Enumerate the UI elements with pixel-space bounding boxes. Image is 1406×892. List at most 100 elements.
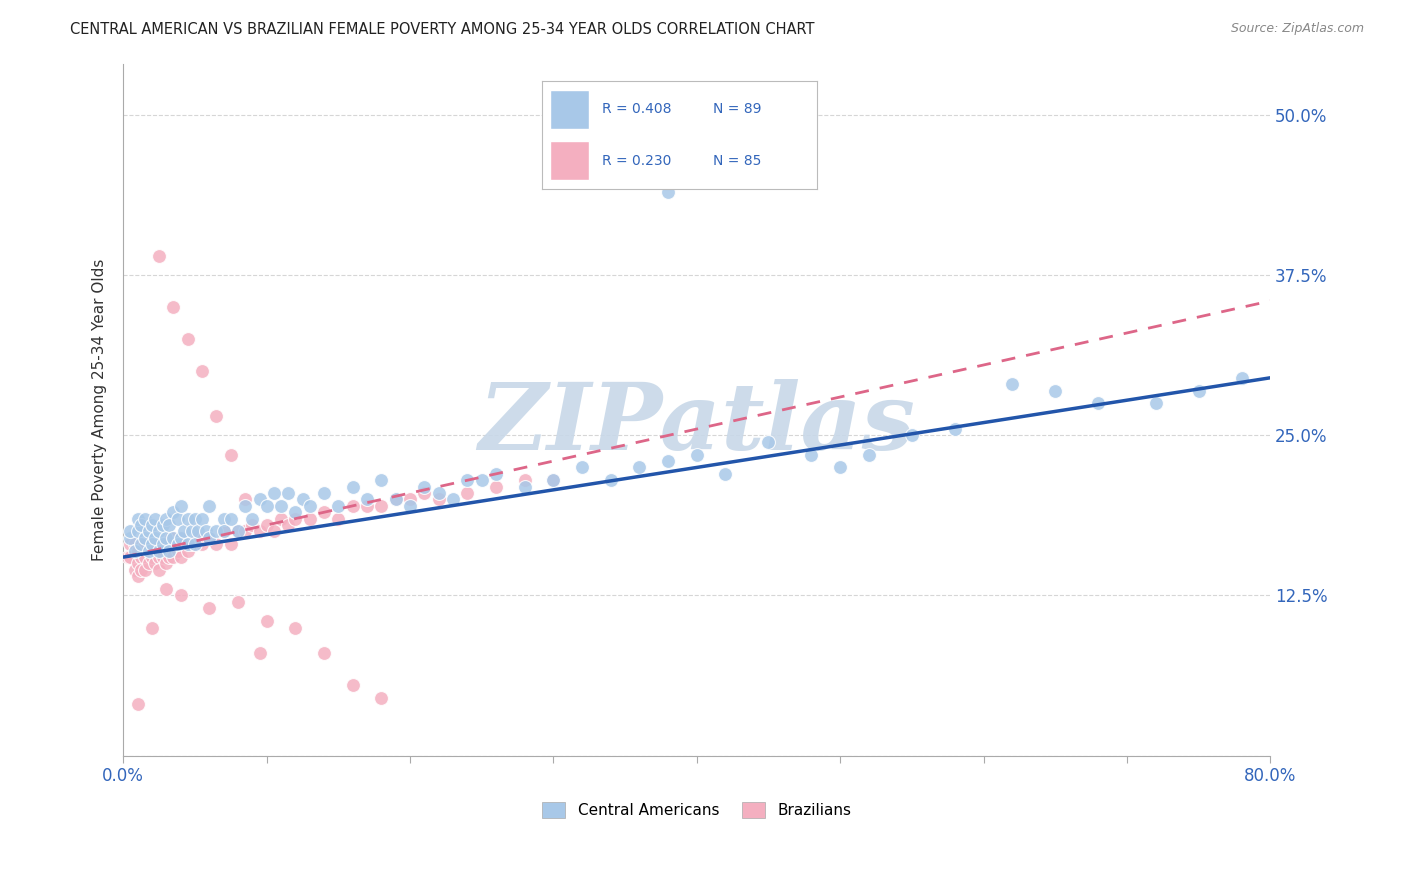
Point <box>127 569 149 583</box>
Point <box>181 524 204 539</box>
Point <box>291 492 314 507</box>
Point <box>370 473 392 487</box>
Point <box>169 531 191 545</box>
Point <box>148 550 170 565</box>
Text: ZIPatlas: ZIPatlas <box>478 378 915 468</box>
Point <box>456 473 478 487</box>
Point <box>187 531 209 545</box>
Point <box>219 511 242 525</box>
Point <box>226 524 249 539</box>
Point <box>141 537 163 551</box>
Point <box>152 537 174 551</box>
Point <box>384 492 406 507</box>
Point <box>270 499 292 513</box>
Point <box>233 492 256 507</box>
Point <box>356 499 378 513</box>
Point <box>298 499 321 513</box>
Point <box>198 531 221 545</box>
Point <box>256 518 278 533</box>
Point <box>117 550 139 565</box>
Point <box>270 511 292 525</box>
Point <box>148 563 170 577</box>
Point <box>157 531 180 545</box>
Point <box>120 524 142 539</box>
Point <box>240 518 263 533</box>
Text: Source: ZipAtlas.com: Source: ZipAtlas.com <box>1230 22 1364 36</box>
Point <box>256 499 278 513</box>
Point <box>219 448 242 462</box>
Point <box>226 524 249 539</box>
Point <box>901 428 924 442</box>
Point <box>772 146 794 161</box>
Point <box>141 550 163 565</box>
Point <box>184 537 207 551</box>
Point <box>141 537 163 551</box>
Point <box>263 524 285 539</box>
Text: CENTRAL AMERICAN VS BRAZILIAN FEMALE POVERTY AMONG 25-34 YEAR OLDS CORRELATION C: CENTRAL AMERICAN VS BRAZILIAN FEMALE POV… <box>70 22 815 37</box>
Y-axis label: Female Poverty Among 25-34 Year Olds: Female Poverty Among 25-34 Year Olds <box>93 259 107 561</box>
Point <box>177 511 200 525</box>
Point <box>166 537 188 551</box>
Point <box>485 480 508 494</box>
Point <box>657 185 679 199</box>
Point <box>129 537 152 551</box>
Point <box>342 678 364 692</box>
Point <box>141 620 163 634</box>
Point <box>143 531 166 545</box>
Point <box>1087 396 1109 410</box>
Point <box>277 518 299 533</box>
Point <box>830 460 852 475</box>
Point <box>284 505 307 519</box>
Point <box>1144 396 1167 410</box>
Point <box>127 524 149 539</box>
Point <box>127 543 149 558</box>
Point <box>138 524 160 539</box>
Point <box>143 557 166 571</box>
Point <box>212 511 235 525</box>
Point <box>169 531 191 545</box>
Point <box>155 582 177 596</box>
Point <box>120 531 142 545</box>
Point <box>1043 384 1066 398</box>
Point <box>134 511 156 525</box>
Point <box>441 492 464 507</box>
Point <box>298 511 321 525</box>
Point <box>312 486 335 500</box>
Point <box>148 537 170 551</box>
Point <box>356 492 378 507</box>
Point <box>127 698 149 712</box>
Point <box>187 524 209 539</box>
Point <box>134 550 156 565</box>
Point <box>342 499 364 513</box>
Point <box>657 454 679 468</box>
Point <box>328 499 350 513</box>
Point <box>127 557 149 571</box>
Point <box>134 537 156 551</box>
Point <box>1187 384 1209 398</box>
Point <box>628 460 651 475</box>
Point <box>384 492 406 507</box>
Point <box>173 524 195 539</box>
Point <box>152 518 174 533</box>
Point <box>212 524 235 539</box>
Point <box>169 550 191 565</box>
Point <box>195 524 218 539</box>
Point <box>162 531 184 545</box>
Point <box>427 492 450 507</box>
Point <box>233 499 256 513</box>
Point <box>134 563 156 577</box>
Point <box>263 486 285 500</box>
Point <box>138 543 160 558</box>
Point <box>138 557 160 571</box>
Point <box>177 543 200 558</box>
Legend: Central Americans, Brazilians: Central Americans, Brazilians <box>536 796 858 824</box>
Point <box>120 550 142 565</box>
Point <box>249 646 271 660</box>
Point <box>370 499 392 513</box>
Point <box>184 511 207 525</box>
Point <box>1001 377 1024 392</box>
Point <box>120 537 142 551</box>
Point <box>157 543 180 558</box>
Point <box>155 511 177 525</box>
Point <box>714 467 737 481</box>
